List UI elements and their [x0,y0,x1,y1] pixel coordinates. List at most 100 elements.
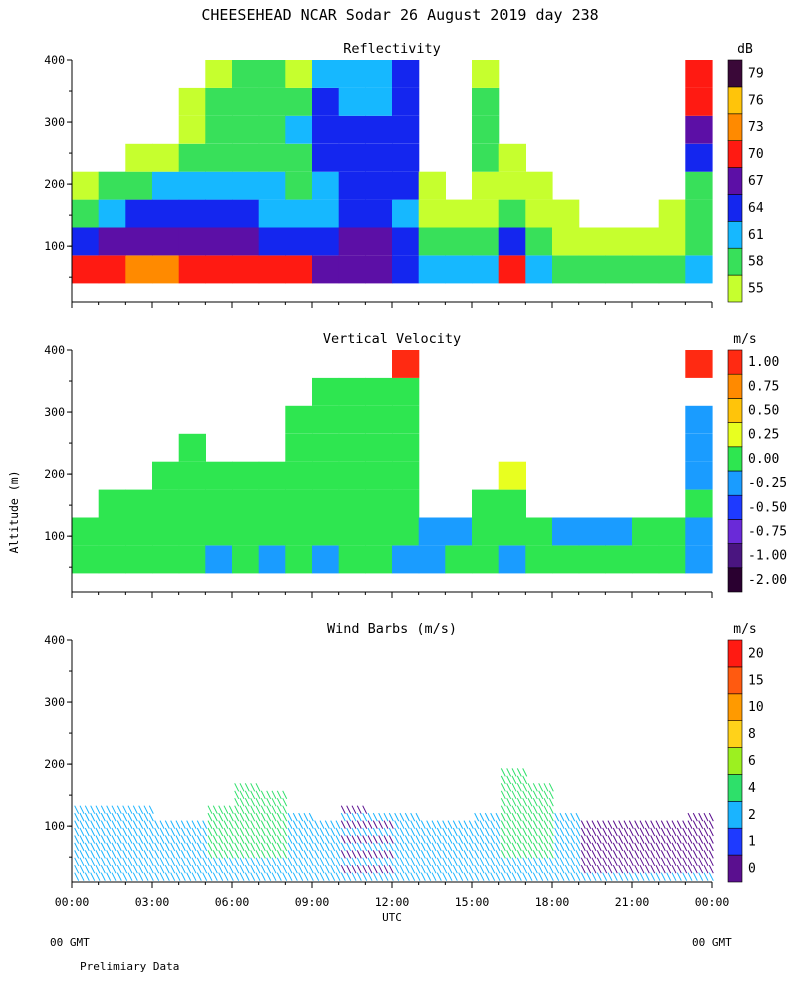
wind-barb [532,820,538,829]
wind-barb [388,827,394,837]
reflectivity-cell [685,171,713,200]
wind-barb [474,820,480,829]
wind-barb [543,783,549,792]
wind-barb [388,835,394,844]
wind-barb [122,864,128,874]
wind-barb [186,864,192,874]
wind-barb [618,872,624,881]
wind-barb [634,864,640,874]
wind-barb [234,850,240,859]
velocity-colorbar-swatch [727,446,743,472]
wind-barb [676,835,682,844]
wind-barb [692,864,698,874]
wind-barb [250,790,256,800]
wind-barb [234,797,240,807]
wind-barb [532,783,538,792]
wind-barb [324,835,330,844]
velocity-cell [552,517,580,546]
reflectivity-cell [338,171,366,200]
wind-barb [500,835,506,844]
wind-barb [127,872,133,881]
wind-barb [676,857,682,867]
wind-barb [692,872,698,881]
wind-barb [458,850,464,859]
reflectivity-colorbar-unit: dB [737,42,753,57]
reflectivity-cell [498,255,526,284]
wind-barb [207,812,213,822]
wind-barb [500,842,506,852]
wind-barb [196,827,202,837]
reflectivity-cell [552,199,580,228]
wind-barb [692,827,698,837]
wind-barb [122,827,128,837]
wind-barb [426,842,432,852]
wind-barb [132,827,138,837]
wind-barb [143,812,149,822]
wind-barb [143,857,149,867]
wind-barb [154,835,160,844]
wind-barb [367,812,373,822]
wind-barb [463,872,469,881]
reflectivity-colorbar-label: 58 [748,255,764,270]
wind-barb [335,842,341,852]
wind-barb [244,820,250,829]
wind-barb [111,812,117,822]
wind-barb [623,857,629,867]
wind-barb [676,864,682,874]
wind-barb [319,827,325,837]
wind-barb [314,857,320,867]
wind-barb [538,820,544,829]
wind-barb [511,842,517,852]
wind-barb [244,783,250,792]
wind-barb [84,857,90,867]
velocity-cell [285,433,313,462]
wind-barb [527,857,533,867]
wind-barb [607,842,613,852]
wind-barb [564,827,570,837]
wind-barb [564,864,570,874]
wind-barb [500,805,506,814]
velocity-cell [285,405,313,434]
wind-barb [687,864,693,874]
x-tick-label: 06:00 [215,895,250,909]
wind-barb [223,857,229,867]
wind-barb [292,812,298,822]
wind-barb [106,857,112,867]
wind-barb [260,820,266,829]
velocity-cell [205,489,233,518]
velocity-cell [525,545,553,574]
reflectivity-cell [525,255,553,284]
wind-barb [287,857,293,867]
wind-barb [276,835,282,844]
wind-barb [436,835,442,844]
wind-barb [660,872,666,881]
wind-barb [79,812,85,822]
reflectivity-cell [418,227,446,256]
wind-barb [458,820,464,829]
velocity-cell [232,489,260,518]
wind-barb [218,835,224,844]
wind-barb [442,850,448,859]
wind-barb [570,812,576,822]
wind-barb [244,864,250,874]
reflectivity-cell [472,143,500,172]
reflectivity-cell [312,115,340,144]
wind-barb [132,835,138,844]
wind-colorbar-label: 4 [748,781,756,796]
reflectivity-colorbar-swatch [727,140,743,168]
wind-barb [266,797,272,807]
wind-barb [362,864,368,874]
wind-barb [308,850,314,859]
wind-barb [367,872,373,881]
wind-barb [671,850,677,859]
wind-barb [271,797,277,807]
wind-barb [127,805,133,814]
reflectivity-cell [685,115,713,144]
x-tick-label: 18:00 [535,895,570,909]
wind-barb [479,812,485,822]
wind-barb [116,850,122,859]
velocity-cell [392,489,420,518]
wind-barb [282,797,288,807]
reflectivity-cell [312,87,340,116]
wind-barb [538,864,544,874]
